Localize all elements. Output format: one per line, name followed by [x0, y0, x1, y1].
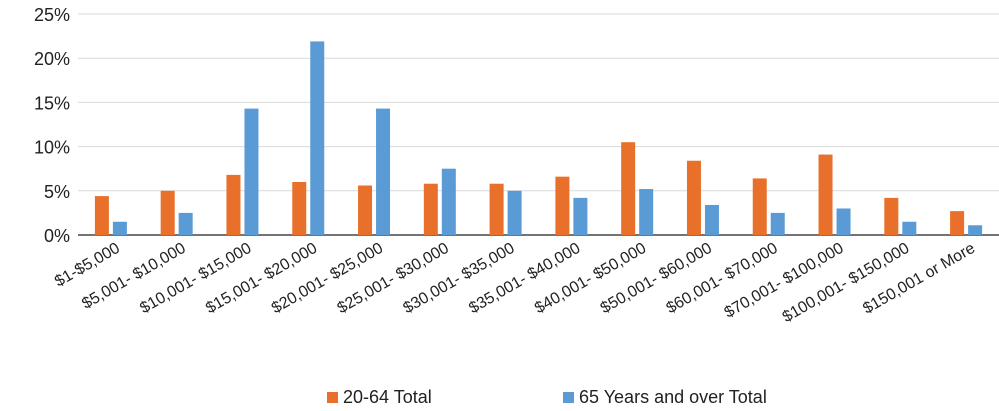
bar-65-plus-8: [639, 189, 654, 235]
y-tick-label: 20%: [34, 49, 70, 69]
x-tick-label: $50,001- $60,000: [598, 240, 715, 317]
y-tick-label: 25%: [34, 5, 70, 25]
bar-65-plus-13: [968, 225, 983, 235]
x-axis-labels: $1-$5,000$5,001- $10,000$10,001- $15,000…: [52, 240, 978, 326]
y-tick-label: 10%: [34, 138, 70, 158]
bar-20-64-0: [94, 196, 109, 235]
x-tick-label: $15,001- $20,000: [203, 240, 320, 317]
bar-65-plus-10: [770, 212, 785, 235]
y-tick-label: 5%: [44, 182, 70, 202]
x-tick-label: $25,001- $30,000: [335, 240, 452, 317]
bars: [94, 41, 983, 236]
legend-label: 65 Years and over Total: [579, 387, 767, 407]
x-tick-label: $35,001- $40,000: [466, 240, 583, 317]
bar-65-plus-7: [573, 197, 588, 235]
bar-65-plus-3: [310, 41, 325, 236]
legend-label: 20-64 Total: [343, 387, 432, 407]
bar-65-plus-1: [178, 212, 193, 235]
legend-swatch: [327, 392, 338, 403]
bar-20-64-12: [884, 197, 899, 235]
bar-65-plus-0: [112, 221, 127, 235]
bar-20-64-9: [686, 160, 701, 235]
x-tick-label: $40,001- $50,000: [532, 240, 649, 317]
bar-20-64-6: [489, 183, 504, 235]
x-tick-label: $100,001- $150,000: [780, 240, 913, 326]
bar-20-64-4: [358, 185, 373, 235]
legend-swatch: [563, 392, 574, 403]
bar-65-plus-4: [376, 108, 391, 235]
y-axis-ticks: 0% 5% 10% 15% 20% 25%: [34, 5, 70, 246]
x-tick-label: $10,001- $15,000: [137, 240, 254, 317]
y-tick-label: 0%: [44, 226, 70, 246]
bar-65-plus-11: [836, 208, 851, 235]
x-tick-label: $30,001- $35,000: [400, 240, 517, 317]
bar-20-64-7: [555, 176, 570, 235]
bar-65-plus-2: [244, 108, 259, 235]
bar-20-64-10: [752, 178, 767, 235]
bar-20-64-5: [423, 183, 438, 235]
bar-20-64-11: [818, 154, 833, 235]
legend: 20-64 Total 65 Years and over Total: [327, 387, 767, 407]
bar-20-64-2: [226, 174, 241, 235]
bar-65-plus-6: [507, 190, 522, 235]
bar-20-64-1: [160, 190, 175, 235]
x-tick-label: $20,001- $25,000: [269, 240, 386, 317]
bar-20-64-3: [292, 181, 307, 235]
x-tick-label: $150,001 or More: [860, 240, 978, 318]
bar-20-64-13: [950, 211, 965, 235]
bar-65-plus-5: [441, 168, 456, 235]
bar-65-plus-12: [902, 221, 917, 235]
gridlines: [78, 13, 999, 236]
bar-20-64-8: [621, 142, 636, 235]
y-tick-label: 15%: [34, 93, 70, 113]
bar-65-plus-9: [704, 204, 719, 235]
